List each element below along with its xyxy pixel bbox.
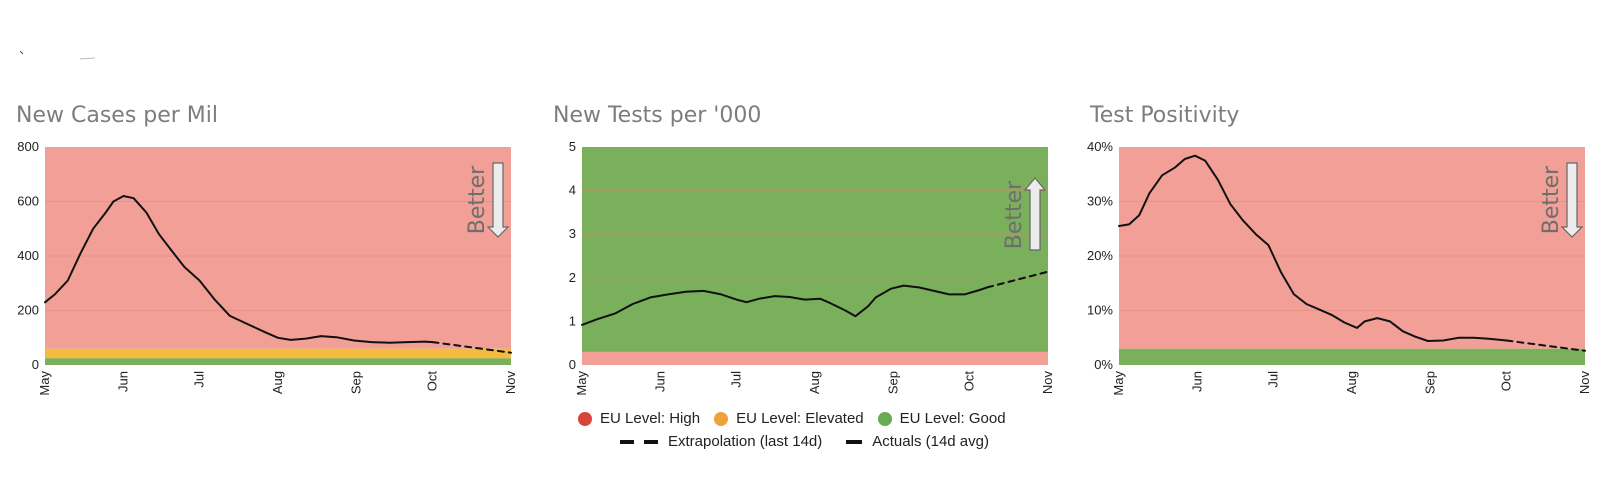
arrow-down-icon: [486, 162, 510, 238]
y-tick-label: 10%: [1087, 303, 1113, 318]
legend-swatch-elevated: [714, 411, 729, 426]
y-tick-label: 0%: [1094, 357, 1113, 372]
band-good: [45, 358, 511, 365]
x-tick-label: Jul: [728, 371, 743, 388]
y-tick-label: 400: [17, 248, 39, 263]
legend-item-good[interactable]: EU Level: Good: [877, 410, 1006, 427]
x-tick-label: Jul: [191, 371, 206, 388]
x-tick-label: May: [37, 371, 52, 396]
chart-svg: 0% 10% 20% 30% 40% May Jun Jul Aug Sep Oct Nov Bette…: [1087, 139, 1592, 396]
y-tick-label: 20%: [1087, 248, 1113, 263]
legend-label-high: EU Level: High: [600, 410, 701, 427]
chart-title: New Cases per Mil: [16, 103, 219, 128]
better-indicator: Better: [1002, 177, 1047, 251]
x-tick-label: Sep: [886, 371, 901, 394]
y-tick-label: 30%: [1087, 194, 1113, 209]
x-tick-label: Aug: [807, 371, 822, 394]
y-tick-label: 800: [17, 139, 39, 154]
x-tick-label: Nov: [1577, 371, 1592, 395]
x-tick-label: Aug: [1344, 371, 1359, 394]
y-tick-label: 5: [569, 139, 576, 154]
x-tick-label: Sep: [349, 371, 364, 394]
chart-legend: EU Level: High EU Level: Elevated EU Lev…: [560, 406, 1060, 466]
y-tick-label: 3: [569, 226, 576, 241]
legend-label-good: EU Level: Good: [899, 410, 1006, 427]
x-tick-label: Nov: [503, 371, 518, 395]
x-tick-label: Oct: [1498, 371, 1513, 392]
series-actuals-line: [44, 195, 434, 344]
x-tick-label: Nov: [1040, 371, 1055, 395]
band-elevated: [45, 348, 511, 359]
legend-label-elevated: EU Level: Elevated: [736, 410, 864, 427]
chart-title: New Tests per '000: [553, 103, 762, 128]
y-tick-label: 2: [569, 270, 576, 285]
series-extrapolation-line: [431, 341, 512, 354]
legend-swatch-high: [578, 411, 592, 426]
band-high: [1119, 147, 1585, 349]
chart-panel-new-tests: New Tests per '000 0 1 2 3 4 5 May Jun Jul Aug Sep…: [545, 95, 1075, 415]
legend-swatch-good: [877, 411, 892, 426]
x-tick-label: May: [1111, 371, 1126, 396]
better-indicator: Better: [1539, 162, 1584, 238]
chart-panel-test-positivity: Test Positivity 0% 10% 20% 30% 40% May Jun Jul A…: [1082, 95, 1598, 415]
band-high: [45, 147, 511, 349]
chart-svg: 0 200 400 600 800 May Jun Jul Aug Sep Oct Nov Better: [17, 139, 518, 396]
y-tick-label: 200: [17, 303, 39, 318]
arrow-down-icon: [1560, 162, 1584, 238]
legend-row-lines: Extrapolation (last 14d) Actuals (14d av…: [620, 433, 1003, 450]
legend-row-levels: EU Level: High EU Level: Elevated EU Lev…: [578, 410, 1020, 427]
y-tick-label: 40%: [1087, 139, 1113, 154]
chart-svg: 0 1 2 3 4 5 May Jun Jul Aug Sep Oct Nov Better: [569, 139, 1055, 396]
legend-item-elevated[interactable]: EU Level: Elevated: [714, 410, 864, 427]
chart-panel-new-cases: New Cases per Mil 0 200 400 600 800 May Jun Jul…: [8, 95, 538, 415]
better-label: Better: [1002, 180, 1027, 249]
legend-label-actuals: Actuals (14d avg): [872, 433, 989, 450]
x-tick-label: Jul: [1265, 371, 1280, 388]
chart-title: Test Positivity: [1090, 103, 1240, 128]
better-label: Better: [465, 165, 490, 234]
x-tick-label: May: [574, 371, 589, 396]
y-tick-label: 600: [17, 194, 39, 209]
x-tick-label: Jun: [1190, 371, 1205, 392]
better-label: Better: [1539, 165, 1564, 234]
x-tick-label: Oct: [961, 371, 976, 392]
x-tick-label: Jun: [116, 371, 131, 392]
y-tick-label: 0: [569, 357, 576, 372]
x-tick-label: Sep: [1423, 371, 1438, 394]
x-tick-label: Jun: [653, 371, 668, 392]
series-actuals-line: [1118, 154, 1508, 342]
legend-item-extrapolation[interactable]: Extrapolation (last 14d): [620, 433, 822, 450]
y-tick-label: 1: [569, 313, 576, 328]
legend-item-high[interactable]: EU Level: High: [578, 410, 700, 427]
y-tick-label: 0: [32, 357, 39, 372]
band-high: [582, 351, 1048, 365]
band-good: [1119, 348, 1585, 365]
x-tick-label: Aug: [270, 371, 285, 394]
band-good: [582, 147, 1048, 352]
corner-artifact: [20, 50, 96, 60]
legend-item-actuals[interactable]: Actuals (14d avg): [836, 433, 989, 450]
y-tick-label: 4: [569, 183, 576, 198]
better-indicator: Better: [465, 162, 510, 238]
series-actuals-line: [581, 284, 989, 326]
series-extrapolation-line: [986, 270, 1049, 289]
solid-line-icon: [846, 439, 863, 444]
dashed-line-icon: [620, 437, 658, 447]
arrow-up-icon: [1023, 177, 1047, 251]
x-tick-label: Oct: [424, 371, 439, 392]
legend-label-extrapolation: Extrapolation (last 14d): [668, 433, 823, 450]
series-extrapolation-line: [1505, 339, 1586, 352]
